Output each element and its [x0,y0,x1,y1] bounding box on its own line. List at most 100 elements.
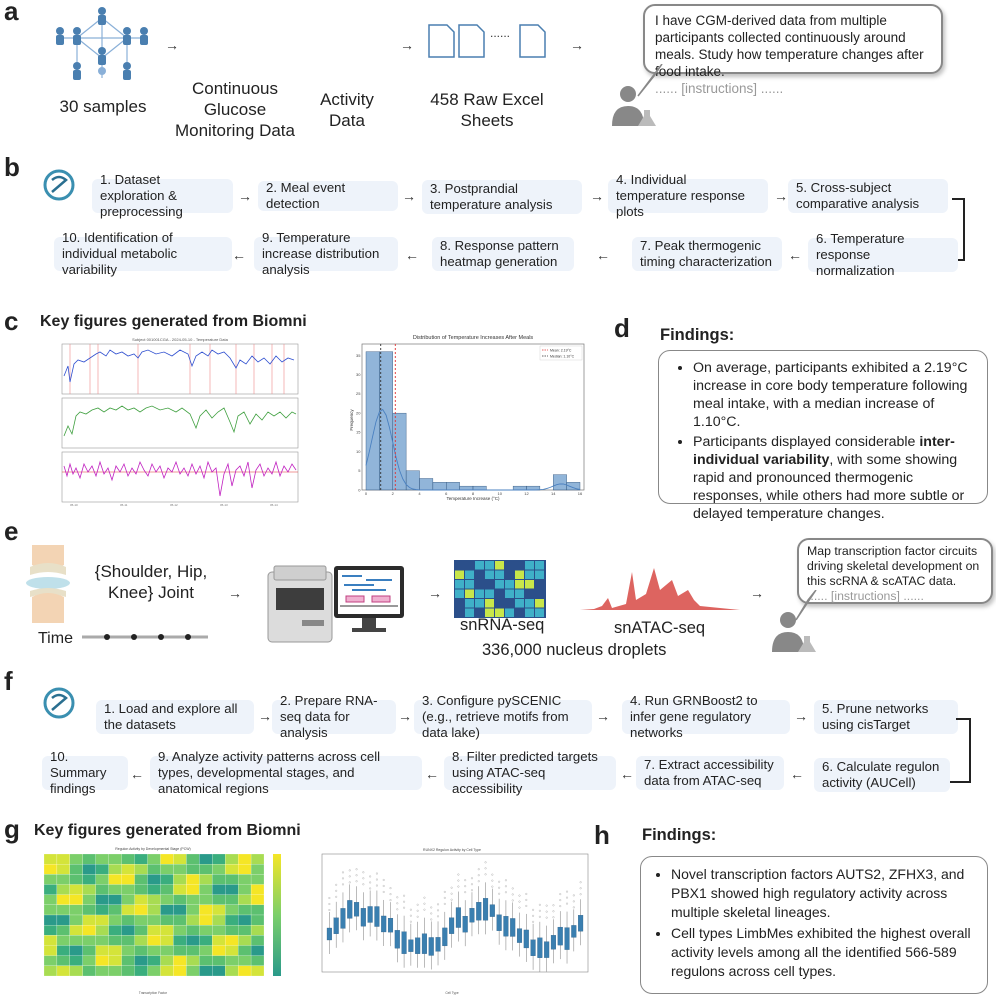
grid-cell [465,580,474,589]
heatmap-cell [225,945,239,956]
box-outlier [342,883,344,886]
snatac-label: snATAC-seq [614,619,706,637]
box-outlier [518,894,521,897]
finding-d-2-post: , with some showing rapid and pronounced… [693,452,965,522]
heatmap-cell [69,864,83,875]
grid-cell [505,608,514,617]
heatmap-cell [238,945,252,956]
box [333,917,339,934]
heatmap-cell [173,955,187,966]
heatmap-cell [134,894,148,905]
hist-bar [553,474,567,491]
heatmap-cell [95,925,109,936]
box-outlier [484,867,487,870]
heatmap-cell [238,853,252,865]
heatmap-cell [173,925,187,936]
heatmap-cell [250,853,265,865]
box-outlier [443,902,446,905]
sheets-label: 458 Raw Excel Sheets [430,90,544,130]
box-outlier [362,877,365,880]
heatmap-cell [121,884,135,895]
heatmap-cell [43,874,58,885]
heatmap-cell [199,874,213,885]
box [374,906,380,927]
heatmap-cell [56,884,70,895]
grid-cell [535,608,544,617]
box-outlier [552,904,555,907]
box-outlier [525,892,528,895]
finding-d-2-bold: inter-individual variability [693,434,955,468]
grid-cell [495,589,504,598]
grid-cell [525,608,534,617]
box [394,930,400,949]
box [503,916,509,937]
heatmap-cell [212,853,226,865]
heatmap-cell [82,884,96,895]
svg-text:05-14: 05-14 [270,503,278,507]
box-outlier [375,884,378,887]
biomni-logo-icon [43,169,75,201]
heatmap-cell [121,955,135,966]
finding-d-1: On average, participants exhibited a 2.1… [693,359,975,431]
heatmap-cell [95,935,109,946]
box-outlier [518,900,521,903]
heatmap-cell [225,914,239,926]
heatmap-cell [212,945,226,956]
scientist-icon-e [772,590,817,652]
step-b-2: 2. Meal event detection [258,180,398,211]
grid-cell [505,570,514,579]
box [367,906,373,923]
heatmap-cell [173,935,187,946]
heatmap-cell [160,904,174,916]
box [544,941,550,958]
heatmap-cell [108,894,122,905]
hist-bar [405,470,420,491]
heatmap-cell [225,894,239,905]
step-f-10: 10. Summary findings [42,749,128,796]
heatmap-cell [212,874,226,885]
step-b-9: 9. Temperature increase distribution ana… [254,230,398,277]
heatmap-cell [212,925,226,936]
heatmap-cell [212,935,226,946]
heatmap-cell [160,853,174,865]
histogram-chart: Distribution of Temperature Increases Af… [349,335,585,501]
box [326,927,332,941]
heatmap-cell [43,935,58,946]
box-outlier [579,887,582,890]
step-b-3: 3. Postprandial temperature analysis [422,180,582,214]
finding-h-1: Novel transcription factors AUTS2, ZFHX3… [671,865,975,922]
box [476,902,482,921]
box-outlier [369,881,372,884]
box-outlier [375,872,378,875]
heatmap-cell [82,914,96,926]
regulon-heatmap: Regulon Activity by Developmental Stage … [43,847,281,995]
heatmap-cell [134,874,148,885]
heatmap-cell [95,864,109,875]
box [489,904,495,917]
panel-label-d: d [614,313,630,343]
panel-label-b: b [4,152,20,182]
scientist-icon [612,64,663,126]
box [360,908,366,927]
arrow-icon: ← [620,766,634,782]
hist-ytick-label: 35 [356,353,361,358]
box [442,927,448,947]
grid-cell [455,608,464,617]
heatmap-cell [43,914,58,926]
box-outlier [348,881,351,884]
hist-ytick-label: 0 [358,487,361,492]
panel-label-g: g [4,814,20,844]
heatmap-cell [186,894,200,905]
box-outlier [450,886,453,889]
arrow-icon: ← [405,247,419,263]
grid-cell [485,608,494,617]
box-outlier [572,906,575,909]
box-outlier [566,902,568,905]
heatmap-cell [147,935,161,946]
grid-background [454,560,546,618]
box [530,939,536,956]
panel-label-e: e [4,516,19,546]
heatmap-cell [186,884,200,895]
box-outlier [545,916,548,919]
heatmap-cell [121,914,135,926]
